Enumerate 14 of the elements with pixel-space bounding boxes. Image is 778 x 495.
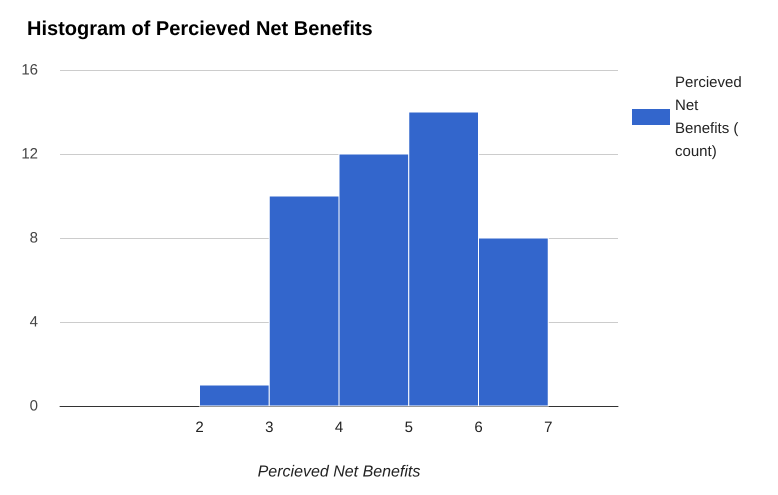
y-tick-label: 12 <box>21 146 38 162</box>
y-tick-label: 16 <box>21 62 38 78</box>
x-axis-title: Percieved Net Benefits <box>258 464 420 480</box>
x-tick-label: 6 <box>474 419 483 436</box>
y-tick-label: 8 <box>30 230 38 246</box>
x-tick-label: 7 <box>544 419 552 436</box>
legend-label: Percieved Net Benefits ( count) <box>675 74 746 160</box>
y-tick-label: 0 <box>30 398 38 414</box>
x-tick-label: 3 <box>265 419 274 436</box>
x-tick-label: 4 <box>334 419 344 436</box>
x-tick-label: 2 <box>195 419 204 436</box>
chart-title: Histogram of Percieved Net Benefits <box>27 18 373 40</box>
y-tick-label: 4 <box>30 314 38 330</box>
x-tick-label: 5 <box>404 419 413 436</box>
